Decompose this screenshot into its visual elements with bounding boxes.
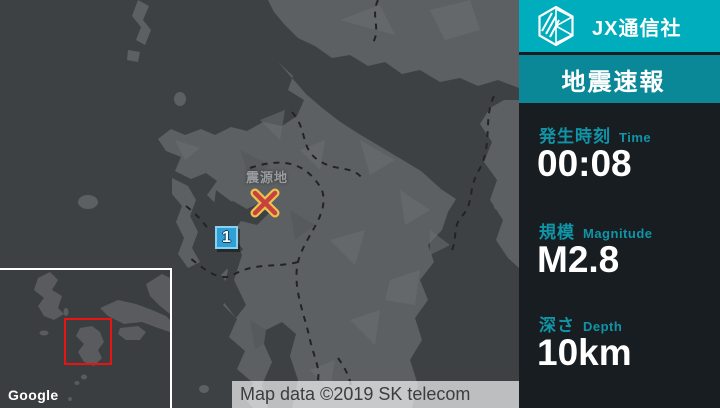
inset-overview-map[interactable]: Google [0, 268, 172, 408]
alert-title: 地震速報 [561, 68, 666, 96]
time-label-row: 発生時刻 Time [539, 122, 651, 147]
magnitude-label-ja: 規模 [539, 223, 575, 242]
time-value: 00:08 [537, 143, 632, 184]
map-attribution: Map data ©2019 SK telecom [232, 381, 519, 408]
brand-header: JX通信社 [519, 0, 720, 52]
epicenter-label: 震源地 [245, 170, 288, 185]
brand-name: JX通信社 [592, 17, 682, 40]
intensity-badge[interactable]: 1 [215, 226, 238, 249]
alert-title-band: 地震速報 [519, 55, 720, 103]
depth-label-row: 深さ Depth [539, 311, 622, 336]
alert-sidebar: JX通信社 地震速報 発生時刻 Time 00:08 規模 Magnitude … [519, 0, 720, 408]
depth-label-ja: 深さ [539, 316, 575, 335]
epicenter-marker[interactable] [249, 187, 281, 219]
magnitude-value: M2.8 [537, 239, 620, 280]
magnitude-label-row: 規模 Magnitude [539, 218, 653, 243]
google-logo[interactable]: Google [8, 387, 59, 403]
inset-focus-rect [64, 318, 112, 365]
time-label-ja: 発生時刻 [539, 127, 611, 146]
magnitude-label-en: Magnitude [583, 226, 653, 241]
jx-hexagon-logo-icon [538, 6, 574, 46]
time-label-en: Time [619, 130, 652, 145]
inset-map-canvas [0, 270, 170, 408]
epicenter-x-icon [250, 188, 280, 218]
depth-label-en: Depth [583, 319, 623, 334]
depth-value: 10km [537, 332, 632, 373]
